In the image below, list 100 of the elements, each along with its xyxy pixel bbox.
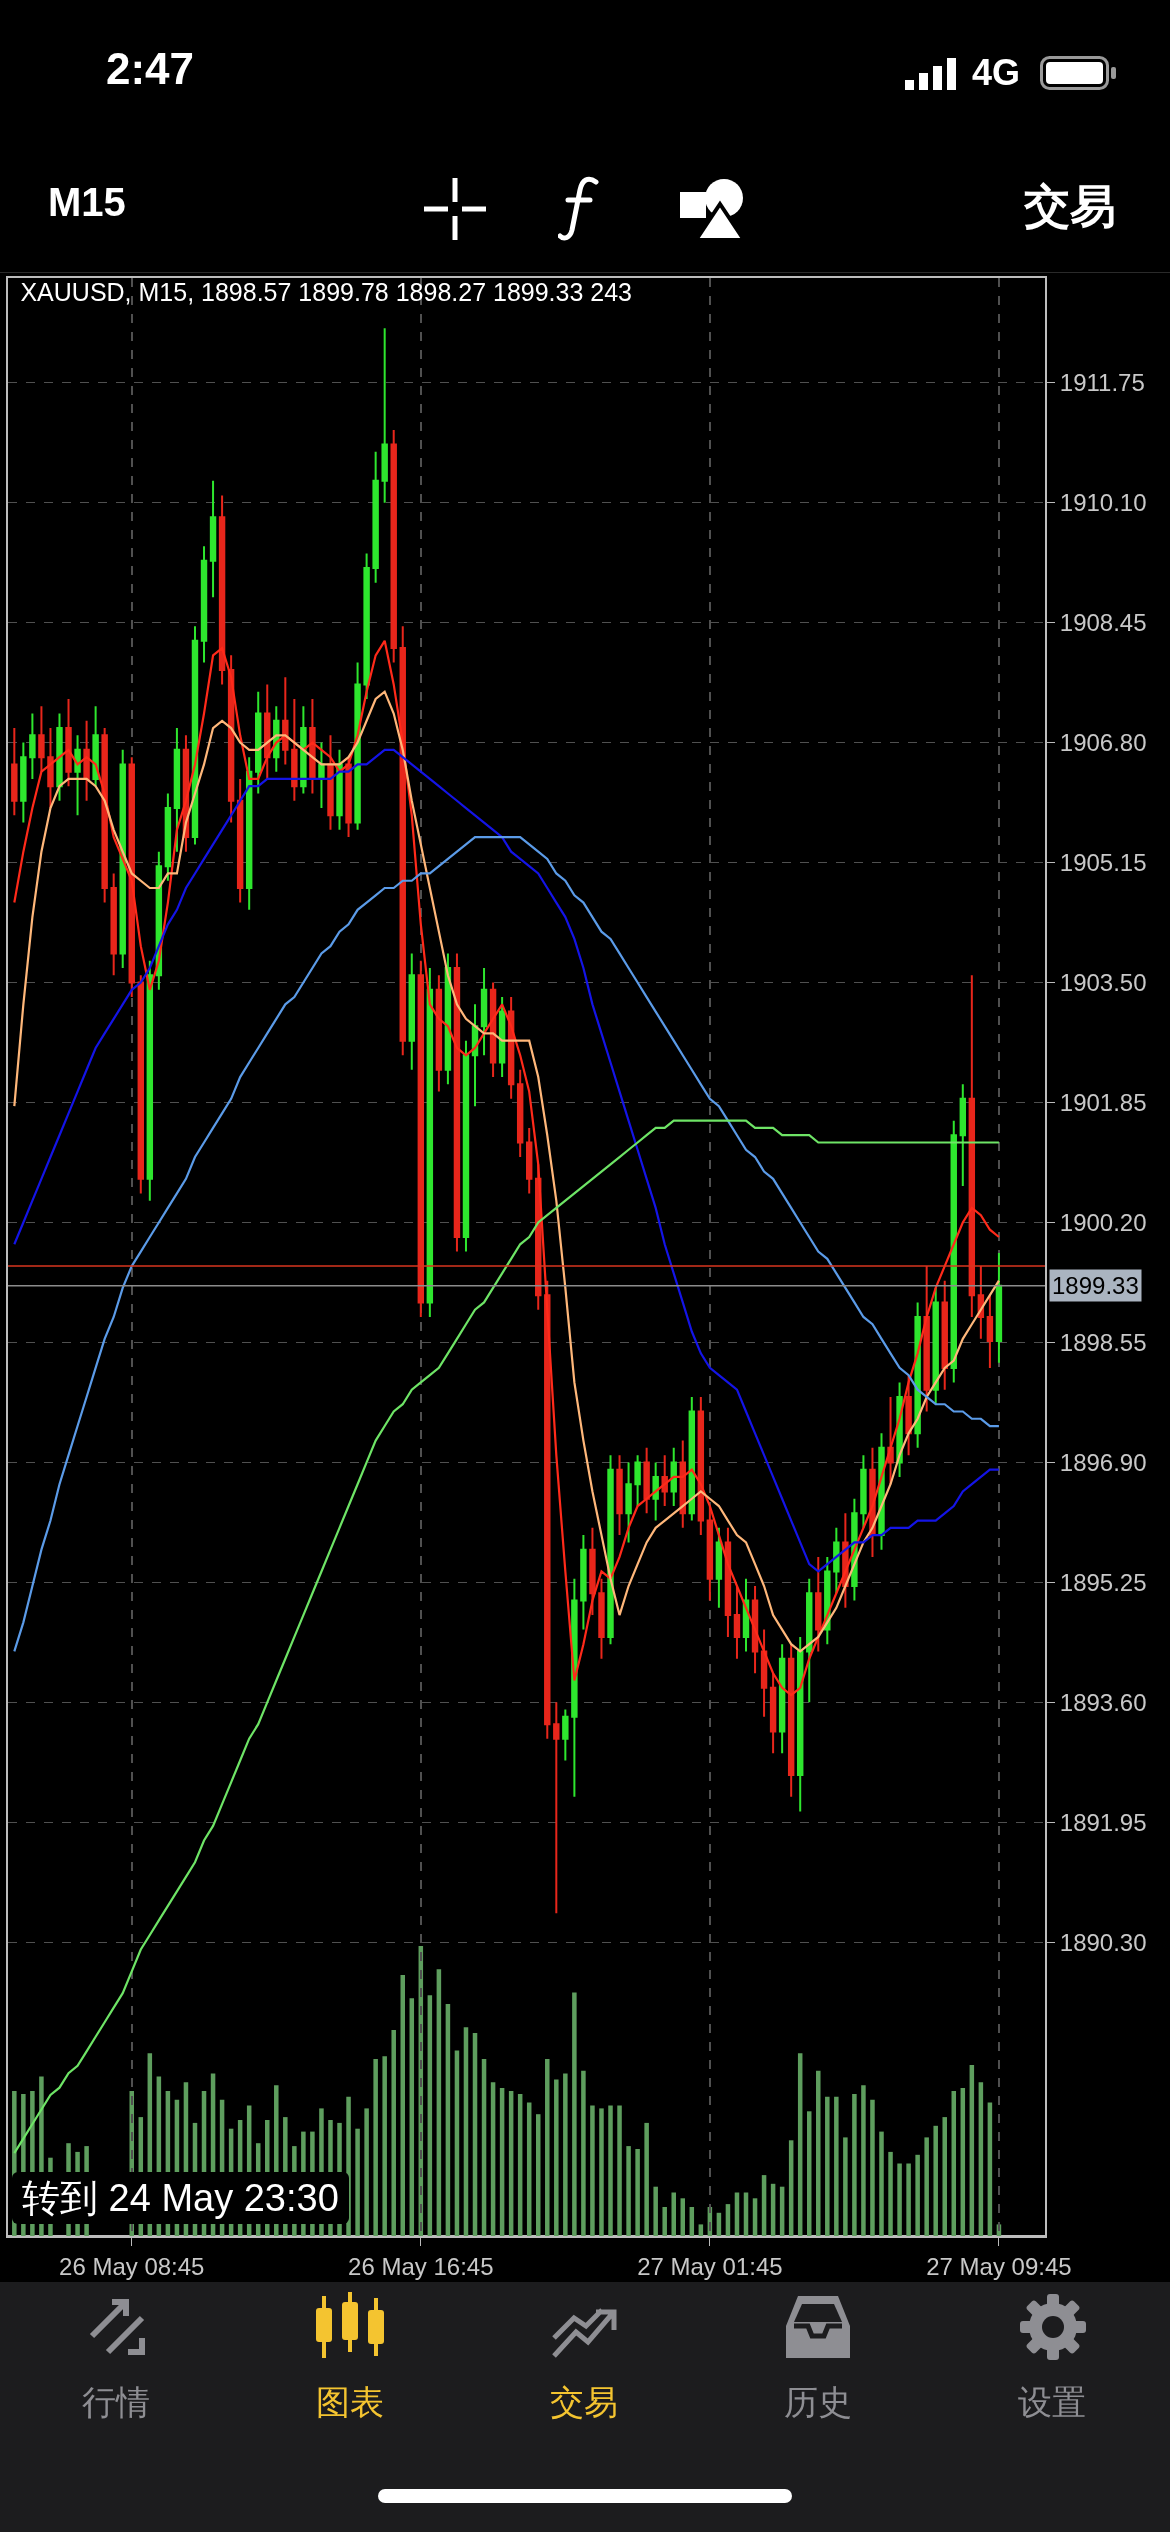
candlestick [670, 1446, 677, 1508]
bar [843, 2137, 848, 2236]
line-series [13, 1119, 1001, 2155]
candlestick [905, 1374, 912, 1457]
bar [635, 2149, 640, 2236]
y-tick-label: 1910.10 [1059, 489, 1147, 517]
candlestick [562, 1708, 569, 1762]
candlestick [264, 683, 271, 780]
candlestick [968, 974, 976, 1318]
candlestick [255, 690, 262, 795]
bar [554, 2079, 559, 2236]
candlestick [309, 697, 316, 795]
candlestick [38, 705, 45, 773]
bar [599, 2108, 604, 2236]
candlestick [580, 1534, 587, 1631]
candlestick [300, 705, 307, 795]
candlestick [327, 734, 334, 831]
text: 交易 [1024, 179, 1116, 234]
y-tick-label: 1911.75 [1059, 369, 1145, 397]
candlestick [336, 748, 343, 831]
bar [834, 2096, 839, 2236]
candlestick [553, 1701, 560, 1915]
bar [915, 2154, 920, 2236]
candlestick [643, 1446, 650, 1515]
candlestick [833, 1526, 840, 1595]
text: 历史 [783, 2382, 853, 2423]
candlestick [769, 1672, 777, 1755]
candlestick [688, 1395, 696, 1522]
candlestick [589, 1526, 596, 1617]
bar [644, 2122, 649, 2236]
bar [870, 2099, 875, 2236]
bar [563, 2073, 568, 2236]
candlestick [625, 1461, 632, 1544]
candlestick [616, 1454, 623, 1537]
candlestick [796, 1635, 804, 1813]
bar [825, 2096, 830, 2236]
candlestick [381, 327, 388, 504]
candlestick [815, 1555, 822, 1653]
bar [924, 2137, 929, 2236]
bar [861, 2085, 866, 2236]
bar [879, 2131, 884, 2236]
candlestick [372, 450, 379, 584]
candlestick [598, 1577, 605, 1660]
text: 设置 [1017, 2382, 1087, 2423]
y-tick-label: 1896.90 [1059, 1448, 1147, 1476]
candlestick [291, 697, 298, 802]
candlestick [923, 1265, 930, 1413]
y-tick-label: 1891.95 [1059, 1808, 1147, 1836]
candlestick [164, 792, 172, 882]
candlestick [453, 952, 461, 1253]
candlestick [480, 966, 488, 1057]
candlestick [526, 1126, 533, 1195]
text: M15 [48, 180, 126, 225]
bar [572, 1992, 577, 2236]
text: 行情 [81, 2382, 151, 2423]
bar [698, 2224, 704, 2236]
candlestick [218, 494, 226, 686]
bar [617, 2105, 622, 2236]
candlestick [20, 741, 27, 824]
candlestick [498, 996, 506, 1079]
x-tick-label: 27 May 09:45 [926, 2252, 1072, 2280]
chart-title: XAUUSD, M15, 1898.57 1899.78 1898.27 1899.33 243 [20, 278, 633, 307]
annotation: 转到 24 May 23:30 [12, 2172, 349, 2224]
ref-line-label: 1899.33 [1052, 1272, 1139, 1299]
bar [906, 2163, 911, 2236]
candlestick [778, 1643, 786, 1755]
bar [852, 2093, 857, 2236]
candlestick [959, 1083, 967, 1188]
candlestick [74, 734, 81, 817]
bar [662, 2207, 667, 2236]
candlestick [390, 428, 397, 664]
bar [816, 2070, 821, 2236]
bar [373, 2059, 378, 2236]
candlestick [56, 712, 63, 802]
candlestick [345, 756, 352, 839]
y-tick-label: 1895.25 [1059, 1568, 1147, 1596]
bar [608, 2105, 613, 2236]
bar [653, 2186, 658, 2236]
candlestick [363, 552, 370, 700]
bar [671, 2192, 676, 2236]
x-tick-label: 26 May 08:45 [59, 2252, 205, 2280]
y-tick-label: 1893.60 [1059, 1688, 1147, 1716]
text: 4G [972, 52, 1021, 94]
candlestick [11, 727, 18, 817]
candlestick [200, 545, 208, 664]
candlestick [806, 1577, 813, 1704]
bar [942, 2117, 947, 2236]
candlestick [607, 1454, 614, 1646]
candlestick [941, 1279, 948, 1391]
text: 交易 [549, 2382, 619, 2423]
candlestick [634, 1454, 641, 1508]
candlestick [995, 1252, 1003, 1364]
bar [545, 2059, 550, 2236]
x-tick-label: 26 May 16:45 [348, 2252, 494, 2280]
y-tick-label: 1905.15 [1059, 848, 1147, 876]
x-tick-label: 27 May 01:45 [637, 2252, 783, 2280]
candlestick [787, 1643, 795, 1798]
candlestick [417, 959, 425, 1318]
candlestick [733, 1585, 741, 1660]
candlestick [209, 479, 217, 599]
